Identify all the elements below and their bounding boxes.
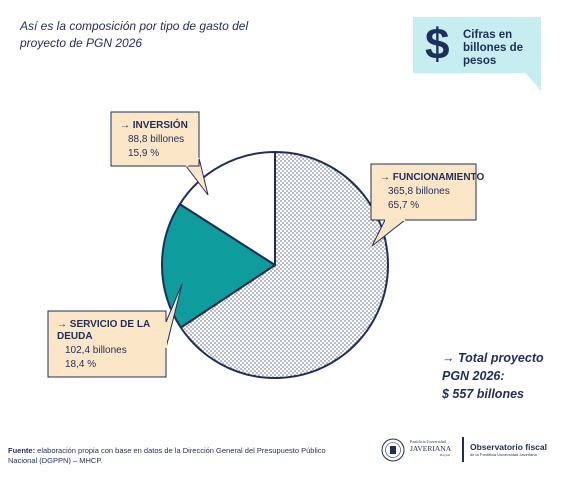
pie-slice-funcionamiento <box>179 151 389 379</box>
total-summary: → Total proyecto PGN 2026: $ 557 billone… <box>442 349 562 403</box>
pie-chart: → FUNCIONAMIENTO 365,8 billones 65,7 % → SE… <box>47 111 484 379</box>
callout-inversion: → INVERSIÓN 88,8 billones 15,9 % <box>110 111 209 196</box>
callout-funcionamiento: → FUNCIONAMIENTO 365,8 billones 65,7 % <box>370 163 484 247</box>
callout-value: 365,8 billones <box>388 186 450 197</box>
callout-label: → INVERSIÓN <box>120 118 188 131</box>
observatorio-logo-name: Observatorio fiscal <box>470 442 548 452</box>
logo-divider <box>462 437 464 462</box>
callout-box <box>47 310 167 378</box>
observatorio-logo-sub: de la Pontificia Universidad Javeriana <box>470 452 537 457</box>
total-line-2: PGN 2026: <box>442 369 505 383</box>
pie-slice-servicio-de-la-deuda <box>161 203 276 329</box>
callout-box <box>370 163 477 221</box>
javeriana-logo-top: Pontificia Universidad <box>410 439 446 444</box>
total-line-3: $ 557 billones <box>442 387 524 401</box>
total-line-1: → Total proyecto <box>442 351 544 365</box>
callout-value: 102,4 billones <box>65 345 127 356</box>
source-note: Fuente: elaboración propia con base en d… <box>8 446 353 466</box>
callout-label: → FUNCIONAMIENTO <box>380 172 484 183</box>
callout-label: DEUDA <box>57 331 93 342</box>
callout-percent: 65,7 % <box>388 200 419 211</box>
chart-intro: Así es la composición por tipo de gasto … <box>20 19 249 50</box>
callout-percent: 15,9 % <box>128 148 159 159</box>
callout-percent: 18,4 % <box>65 359 96 370</box>
dollar-icon: $ <box>425 20 450 69</box>
javeriana-logo: Pontificia Universidad JAVERIANA Bogotá <box>381 438 452 462</box>
units-badge-text: Cifras en billones de pesos <box>463 29 524 67</box>
source-text: elaboración propia con base en datos de … <box>8 446 326 465</box>
callout-label: → SERVICIO DE LA <box>57 319 150 330</box>
javeriana-logo-city: Bogotá <box>440 453 451 457</box>
javeriana-logo-name: JAVERIANA <box>410 444 452 453</box>
callout-value: 88,8 billones <box>128 134 184 145</box>
observatorio-logo: Observatorio fiscal de la Pontificia Uni… <box>470 442 570 458</box>
source-label: Fuente: <box>8 446 36 455</box>
callout-box <box>110 111 200 167</box>
javeriana-seal-icon <box>381 438 405 462</box>
